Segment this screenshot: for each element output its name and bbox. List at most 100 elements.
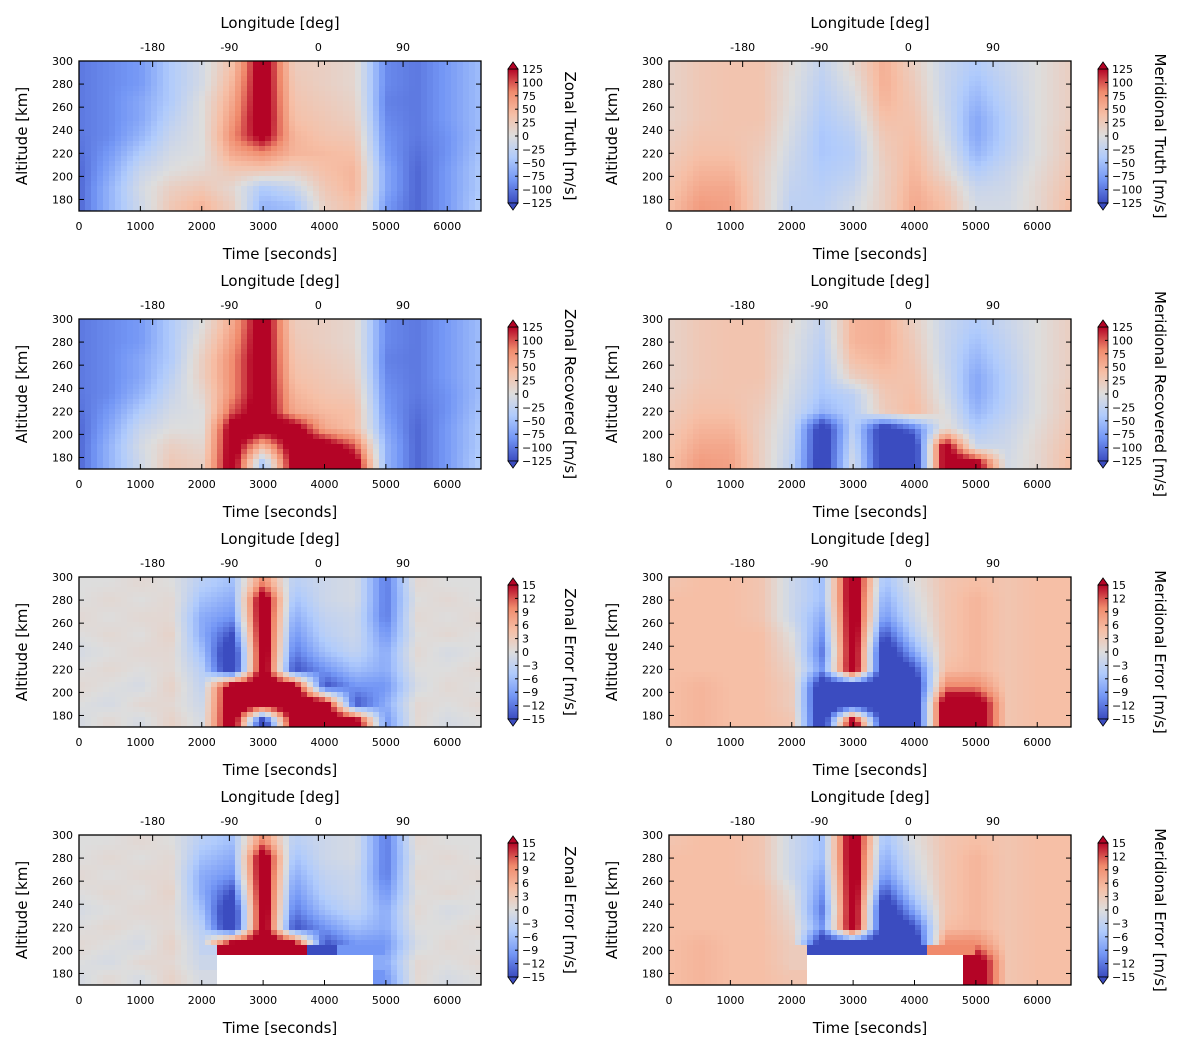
heatmap-cell	[247, 86, 254, 92]
heatmap-cell	[193, 339, 200, 345]
heatmap-cell	[873, 76, 880, 82]
heatmap-cell	[139, 176, 146, 182]
heatmap-cell	[295, 364, 302, 370]
heatmap-cell	[343, 349, 350, 355]
heatmap-cell	[121, 176, 128, 182]
heatmap-cell	[753, 76, 760, 82]
heatmap-cell	[1023, 106, 1030, 112]
heatmap-cell	[843, 101, 850, 107]
heatmap-cell	[199, 334, 206, 340]
heatmap-cell	[741, 86, 748, 92]
heatmap-cell	[963, 201, 970, 207]
heatmap-cell	[807, 146, 814, 152]
heatmap-cell	[1065, 86, 1072, 92]
heatmap-cell	[265, 71, 272, 77]
heatmap-cell	[433, 181, 440, 187]
colorbar-tick-label: −125	[1112, 197, 1142, 210]
heatmap-cell	[451, 181, 458, 187]
heatmap-cell	[91, 181, 98, 187]
heatmap-cell	[693, 136, 700, 142]
heatmap-cell	[91, 61, 98, 67]
heatmap-cell	[723, 76, 730, 82]
heatmap-cell	[211, 324, 218, 330]
heatmap-cell	[873, 61, 880, 67]
heatmap-cell	[903, 191, 910, 197]
heatmap-cell	[169, 329, 176, 335]
heatmap-cell	[945, 166, 952, 172]
heatmap-cell	[843, 131, 850, 137]
heatmap-cell	[289, 76, 296, 82]
heatmap-cell	[451, 126, 458, 132]
heatmap-cell	[163, 161, 170, 167]
heatmap-cell	[109, 354, 116, 360]
heatmap-cell	[951, 111, 958, 117]
heatmap-cell	[349, 61, 356, 67]
heatmap-cell	[229, 61, 236, 67]
x-tick-label: 2000	[778, 220, 806, 233]
heatmap-cell	[295, 146, 302, 152]
heatmap-cell	[933, 136, 940, 142]
heatmap-cell	[253, 106, 260, 112]
heatmap-cell	[927, 151, 934, 157]
heatmap-cell	[717, 131, 724, 137]
heatmap-cell	[259, 61, 266, 67]
heatmap-cell	[433, 161, 440, 167]
heatmap-cell	[765, 171, 772, 177]
heatmap-cell	[765, 151, 772, 157]
heatmap-cell	[669, 71, 676, 77]
heatmap-cell	[103, 329, 110, 335]
heatmap-cell	[319, 206, 326, 212]
heatmap-cell	[175, 339, 182, 345]
heatmap-cell	[903, 71, 910, 77]
heatmap-cell	[97, 91, 104, 97]
heatmap-cell	[843, 136, 850, 142]
heatmap-cell	[1005, 116, 1012, 122]
heatmap-cell	[439, 111, 446, 117]
heatmap-cell	[759, 146, 766, 152]
heatmap-cell	[367, 359, 374, 365]
heatmap-cell	[241, 196, 248, 202]
heatmap-cell	[367, 364, 374, 370]
heatmap-cell	[957, 146, 964, 152]
heatmap-cell	[109, 374, 116, 380]
heatmap-cell	[217, 354, 224, 360]
heatmap-cell	[343, 181, 350, 187]
heatmap-cell	[867, 131, 874, 137]
heatmap-cell	[337, 76, 344, 82]
heatmap-cell	[723, 126, 730, 132]
heatmap-cell	[451, 141, 458, 147]
heatmap-cell	[103, 136, 110, 142]
y-tick-label: 200	[52, 170, 73, 183]
heatmap-cell	[397, 91, 404, 97]
heatmap-cell	[421, 86, 428, 92]
heatmap-cell	[1011, 116, 1018, 122]
heatmap-cell	[295, 66, 302, 72]
heatmap-cell	[439, 364, 446, 370]
heatmap-cell	[921, 96, 928, 102]
heatmap-cell	[355, 86, 362, 92]
heatmap-cell	[187, 91, 194, 97]
heatmap-cell	[975, 81, 982, 87]
heatmap-cell	[151, 181, 158, 187]
heatmap-cell	[1059, 181, 1066, 187]
heatmap-cell	[1005, 146, 1012, 152]
heatmap-cell	[1035, 206, 1042, 212]
heatmap-cell	[705, 146, 712, 152]
heatmap-cell	[283, 334, 290, 340]
heatmap-cell	[729, 151, 736, 157]
heatmap-cell	[861, 186, 868, 192]
heatmap-cell	[933, 156, 940, 162]
heatmap-cell	[717, 156, 724, 162]
heatmap-cell	[457, 324, 464, 330]
heatmap-cell	[951, 206, 958, 212]
heatmap-cell	[885, 61, 892, 67]
heatmap-cell	[331, 61, 338, 67]
heatmap-cell	[711, 61, 718, 67]
heatmap-cell	[475, 369, 482, 375]
heatmap-cell	[97, 156, 104, 162]
heatmap-cell	[927, 196, 934, 202]
heatmap-cell	[879, 121, 886, 127]
heatmap-cell	[705, 191, 712, 197]
heatmap-cell	[247, 191, 254, 197]
heatmap-cell	[451, 116, 458, 122]
